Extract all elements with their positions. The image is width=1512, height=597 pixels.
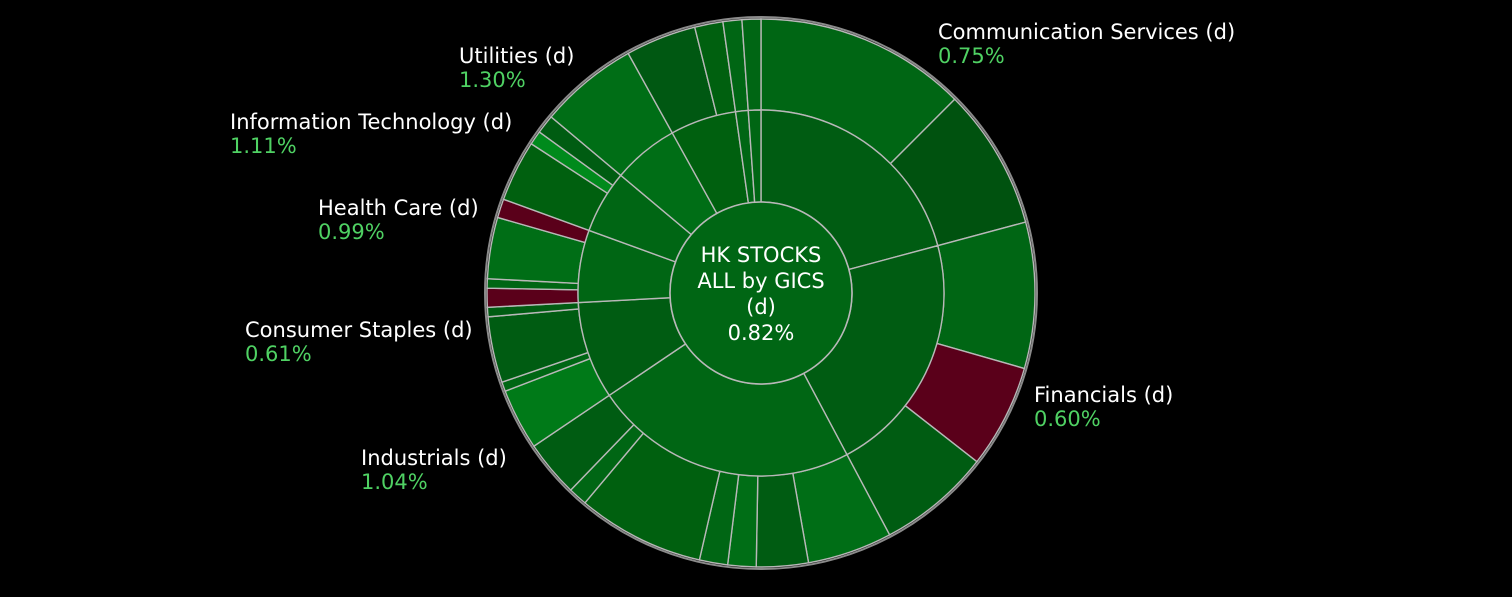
label-consumer-staples[interactable]: Consumer Staples (d) 0.61% xyxy=(245,318,473,366)
label-change: 0.61% xyxy=(245,342,312,366)
label-change: 0.75% xyxy=(938,44,1005,68)
outer-ring-layer xyxy=(486,18,1036,568)
label-change: 0.60% xyxy=(1034,407,1101,431)
label-change: 1.30% xyxy=(459,68,526,92)
center-value: 0.82% xyxy=(728,321,795,345)
label-change: 1.11% xyxy=(230,134,297,158)
outer-rim xyxy=(484,16,1038,570)
label-industrials[interactable]: Industrials (d) 1.04% xyxy=(361,446,507,494)
label-financials[interactable]: Financials (d) 0.60% xyxy=(1034,383,1173,431)
center-title-line-1: HK STOCKS xyxy=(701,243,822,267)
label-information-technology[interactable]: Information Technology (d) 1.11% xyxy=(230,110,512,158)
center-layer: HK STOCKS ALL by GICS (d) 0.82% xyxy=(669,201,853,385)
sub-segment-1-0[interactable] xyxy=(936,221,1036,370)
label-communication-services[interactable]: Communication Services (d) 0.75% xyxy=(938,20,1235,68)
label-name: Information Technology (d) xyxy=(230,110,512,134)
label-utilities[interactable]: Utilities (d) 1.30% xyxy=(459,44,574,92)
label-name: Financials (d) xyxy=(1034,383,1173,407)
center-title-line-3: (d) xyxy=(746,295,776,319)
label-name: Health Care (d) xyxy=(318,196,479,220)
center-disc[interactable] xyxy=(669,201,853,385)
label-change: 1.04% xyxy=(361,470,428,494)
label-name: Utilities (d) xyxy=(459,44,574,68)
center-title-line-2: ALL by GICS xyxy=(697,269,824,293)
label-change: 0.99% xyxy=(318,220,385,244)
label-name: Consumer Staples (d) xyxy=(245,318,473,342)
label-name: Communication Services (d) xyxy=(938,20,1235,44)
inner-ring-layer xyxy=(577,109,945,477)
label-name: Industrials (d) xyxy=(361,446,507,470)
label-health-care[interactable]: Health Care (d) 0.99% xyxy=(318,196,479,244)
